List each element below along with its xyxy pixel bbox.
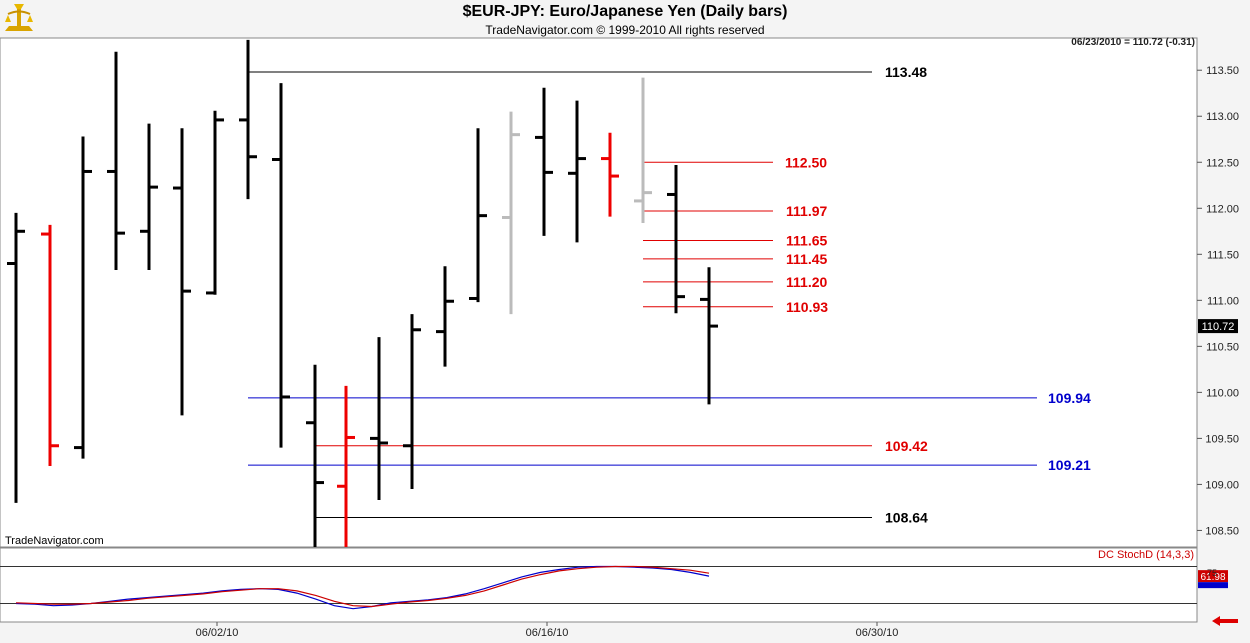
level-label: 109.94 [1048,390,1091,406]
level-label: 111.97 [786,203,827,219]
ohlc-bar [502,111,520,315]
last-price-label: 110.72 [1202,321,1235,333]
price-levels: 113.48 112.50 111.97 111.65 111.45 111.20 110.… [248,64,1091,526]
y-tick-label: 110.50 [1206,341,1239,353]
ohlc-bar [337,385,355,547]
stoch-series-line [15,565,710,608]
level-label: 110.93 [786,299,828,315]
level-label: 109.21 [1048,457,1091,473]
ohlc-bar [306,364,324,547]
indicator-panel [0,547,1198,623]
chart-title: $EUR-JPY: Euro/Japanese Yen (Daily bars) [462,3,788,20]
level-label: 111.65 [786,232,827,248]
tradenavigator-logo-icon [5,4,33,31]
watermark-label: TradeNavigator.com [5,535,104,547]
x-tick-label: 06/30/10 [856,627,899,639]
price-panel [0,37,1198,548]
y-tick-label: 113.50 [1206,65,1239,77]
price-axis: 108.50 109.00 109.50 110.00 110.50 111.00 111.… [1197,65,1239,537]
ohlc-bar [403,314,421,490]
ohlc-bar [272,83,290,448]
ohlc-bars [7,39,718,547]
ohlc-bar [41,224,59,467]
stoch-value-label: 61.98 [1200,572,1225,583]
y-tick-label: 109.50 [1205,433,1239,445]
ohlc-bar [74,136,92,459]
stoch-value-badge [1198,570,1228,583]
x-tick-label: 06/16/10 [526,627,569,639]
y-tick-label: 110.00 [1206,387,1239,399]
level-label: 112.50 [785,154,827,170]
indicator-title: DC StochD (14,3,3) [1098,549,1194,561]
quote-readout: 06/23/2010 = 110.72 (-0.31) [1071,37,1195,48]
x-tick-label: 06/02/10 [196,627,239,639]
ohlc-bar [107,51,125,270]
ohlc-bar [535,87,553,236]
y-tick-label: 109.00 [1205,479,1239,491]
ohlc-bar [140,123,158,270]
ohlc-bar [634,77,652,224]
y-tick-label: 113.00 [1206,111,1239,123]
ohlc-bar [667,165,685,314]
stoch-reference-label: 75 [1207,568,1217,578]
last-price-badge [1198,319,1238,334]
ohlc-bar [370,337,388,501]
ohlc-bar [436,266,454,367]
y-tick-label: 111.50 [1207,249,1239,261]
y-tick-label: 112.50 [1206,157,1239,169]
level-label: 111.20 [786,274,827,290]
stoch-series-line [15,565,710,610]
level-label: 113.48 [885,64,927,80]
y-tick-label: 111.00 [1207,295,1239,307]
y-tick-label: 108.50 [1205,525,1239,537]
level-label: 111.45 [786,251,827,267]
ohlc-bar [469,128,487,303]
ohlc-bar [206,110,224,295]
copyright-notice: TradeNavigator.com © 1999-2010 All right… [485,23,765,37]
stochastic-lines: 61.98 [0,565,1228,610]
ohlc-bar [601,132,619,217]
level-label: 108.64 [885,510,928,526]
ohlc-bar [7,212,25,503]
level-label: 109.42 [885,438,928,454]
ohlc-bar [239,39,257,200]
date-axis: 06/02/10 06/16/10 06/30/10 [196,622,899,639]
scroll-left-arrow-icon[interactable] [1212,616,1238,626]
ohlc-bar [173,128,191,416]
ohlc-bar [568,100,586,243]
stoch-value-badge-secondary [1198,582,1228,589]
ohlc-bar [700,267,718,405]
y-tick-label: 112.00 [1206,203,1239,215]
